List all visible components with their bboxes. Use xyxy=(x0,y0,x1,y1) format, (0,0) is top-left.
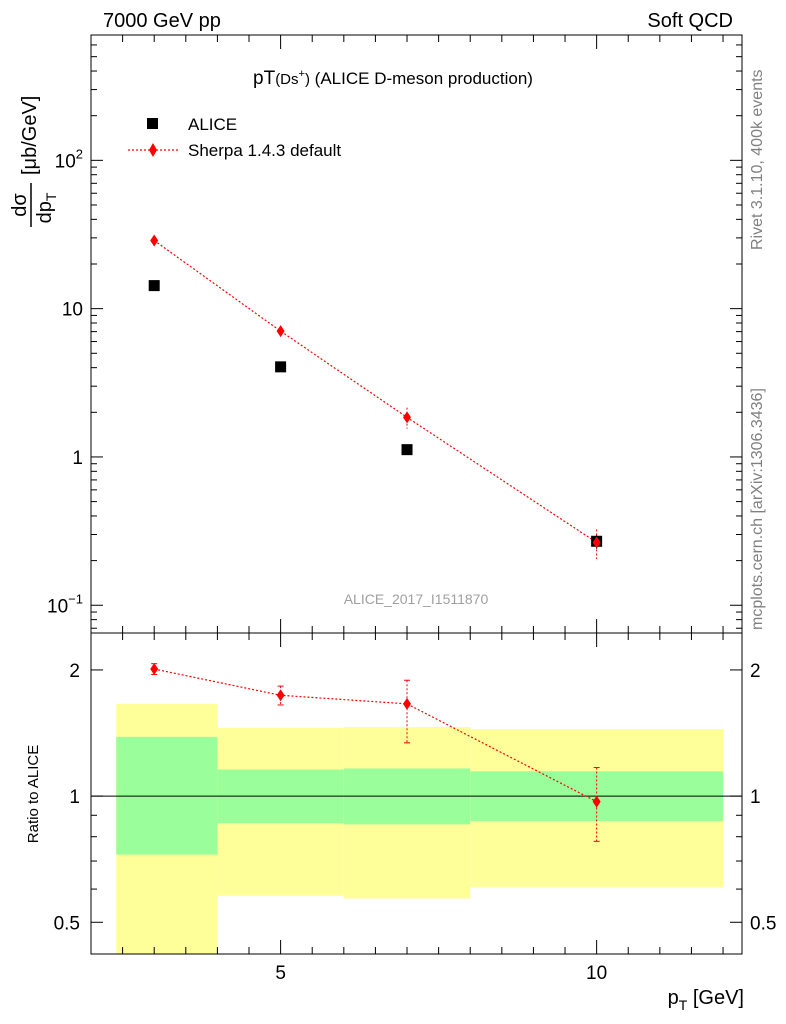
ratio-sherpa-point xyxy=(276,689,285,702)
mcplots-label: mcplots.cern.ch [arXiv:1306.3436] xyxy=(749,388,766,630)
xlabel-unit: [GeV] xyxy=(687,987,744,1009)
title-main: pT xyxy=(253,68,276,89)
ratio-sherpa-line xyxy=(154,668,597,803)
ratio-ytick-label-left: 0.5 xyxy=(54,913,80,934)
main-ylabel: dσ dpT [μb/GeV] xyxy=(9,96,59,227)
plot-title: pT(Ds+) (ALICE D-meson production) xyxy=(253,68,533,89)
ratio-ytick-label-right: 0.5 xyxy=(750,913,776,934)
main-ytick-label-base: 1 xyxy=(72,448,83,469)
ratio-ytick-label-left: 2 xyxy=(69,661,80,682)
ratio-ytick-label-left: 1 xyxy=(69,787,80,808)
xtick-label: 10 xyxy=(586,963,607,984)
xlabel-p: p xyxy=(668,987,679,1009)
main-series-layer xyxy=(148,234,603,560)
main-ytick-label: 1 xyxy=(72,448,83,469)
legend: ALICE Sherpa 1.4.3 default xyxy=(128,115,341,160)
ratio-ticks-layer xyxy=(90,633,742,954)
main-ytick-label-base: 10 xyxy=(47,596,68,617)
sherpa-point xyxy=(592,536,601,549)
alice-point xyxy=(275,361,287,373)
xtick-label: 5 xyxy=(275,963,286,984)
title-particle: (Ds xyxy=(275,71,298,88)
xlabel: pT [GeV] xyxy=(668,987,744,1013)
ylabel-den-sub: T xyxy=(43,192,59,201)
ylabel-unit: [μb/GeV] xyxy=(19,96,41,175)
title-sup: + xyxy=(299,68,305,80)
xlabel-sub: T xyxy=(679,997,688,1013)
main-ytick-label: 10 xyxy=(62,300,83,321)
title-rest: (ALICE D-meson production) xyxy=(310,69,533,88)
alice-point xyxy=(148,280,160,292)
main-ticks-layer xyxy=(90,34,742,633)
main-ytick-label: 102 xyxy=(55,146,83,172)
ratio-sherpa-point xyxy=(403,697,412,710)
ratio-ylabel: Ratio to ALICE xyxy=(25,745,42,843)
sherpa-point xyxy=(276,325,285,338)
ratio-bands-layer xyxy=(91,703,742,954)
ratio-sherpa-point xyxy=(592,795,601,808)
ratio-series-layer xyxy=(150,663,601,842)
sherpa-point xyxy=(403,411,412,424)
ratio-tick-labels: 0.5 0.5 1 1 2 2 5 10 xyxy=(54,661,777,984)
ylabel-den: dpT xyxy=(34,192,59,223)
main-ytick-label-base: 10 xyxy=(55,151,76,172)
main-ytick-label-exp: −1 xyxy=(68,591,83,606)
ratio-ytick-label-right: 1 xyxy=(750,787,761,808)
main-ytick-label: 10−1 xyxy=(47,591,83,617)
main-ytick-label-exp: 2 xyxy=(76,146,83,161)
title-close: ) xyxy=(305,71,310,88)
process-label: Soft QCD xyxy=(647,10,733,32)
ratio-frame xyxy=(90,632,743,955)
legend-sherpa-marker xyxy=(149,143,157,157)
legend-alice-marker xyxy=(147,118,158,129)
ratio-sherpa-point xyxy=(150,663,159,676)
rivet-label: Rivet 3.1.10, 400k events xyxy=(749,69,766,250)
legend-sherpa-label: Sherpa 1.4.3 default xyxy=(188,141,341,160)
legend-alice-label: ALICE xyxy=(188,115,237,134)
ylabel-den-text: dp xyxy=(34,201,56,223)
alice-point xyxy=(401,444,413,456)
analysis-watermark: ALICE_2017_I1511870 xyxy=(344,591,489,607)
energy-label: 7000 GeV pp xyxy=(103,10,221,32)
ratio-plot: 0.5 0.5 1 1 2 2 5 10 Ratio to ALICE pT [GeV] xyxy=(25,632,777,1013)
ylabel-num: dσ xyxy=(9,193,31,217)
main-ytick-label-base: 10 xyxy=(62,300,83,321)
sherpa-line xyxy=(153,240,597,543)
sherpa-point xyxy=(150,234,159,247)
ratio-ytick-label-right: 2 xyxy=(750,661,761,682)
